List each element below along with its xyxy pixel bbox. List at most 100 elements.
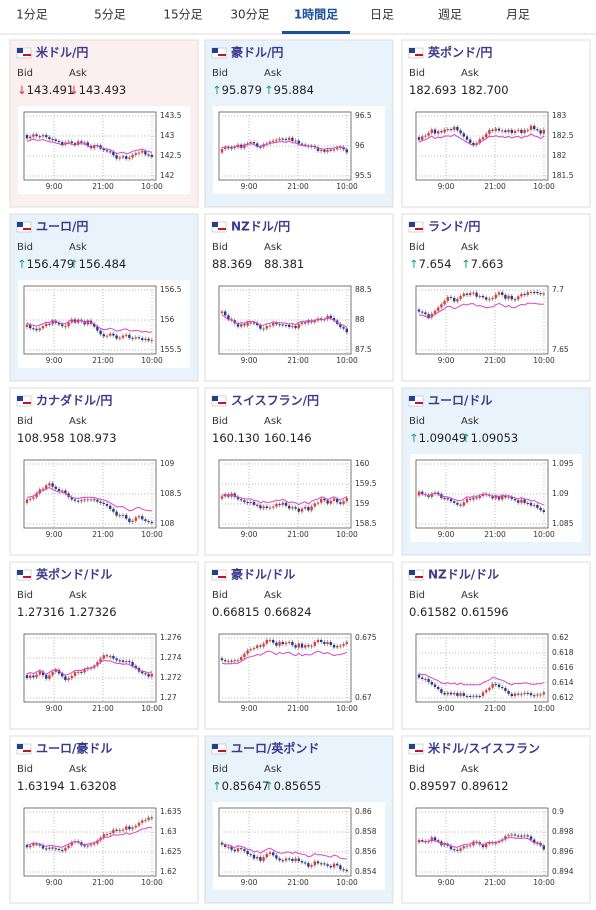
candle bbox=[504, 294, 507, 299]
candle bbox=[310, 506, 313, 511]
tab[interactable]: 週足 bbox=[438, 8, 462, 22]
candle bbox=[320, 498, 323, 503]
tab[interactable]: 5分足 bbox=[94, 8, 126, 22]
candle bbox=[523, 692, 526, 694]
candle bbox=[32, 134, 35, 137]
tab[interactable]: 1分足 bbox=[16, 8, 48, 22]
y-tick-label: 1.62 bbox=[160, 867, 177, 876]
pair-name[interactable]: NZドル/ドル bbox=[428, 568, 499, 582]
candle bbox=[220, 658, 224, 661]
candle bbox=[29, 136, 32, 139]
candle bbox=[510, 834, 513, 836]
bid-value: ↓143.491 bbox=[17, 83, 74, 97]
bid-value: ↑95.879 bbox=[212, 83, 262, 97]
candle bbox=[236, 848, 240, 852]
candle bbox=[38, 136, 41, 138]
candle bbox=[510, 693, 513, 696]
chart-frame bbox=[415, 111, 549, 181]
trend-arrow: ↑ bbox=[409, 257, 419, 271]
y-tick-label: 160 bbox=[355, 459, 370, 468]
candle bbox=[430, 681, 433, 685]
candle bbox=[513, 693, 517, 696]
candle bbox=[150, 154, 153, 157]
candle bbox=[313, 503, 316, 507]
candle bbox=[38, 844, 41, 846]
price: 160.130 bbox=[212, 431, 260, 445]
candle bbox=[529, 836, 533, 840]
candle bbox=[430, 493, 433, 497]
flag-part bbox=[17, 570, 23, 575]
candle bbox=[141, 516, 144, 520]
pair-name[interactable]: ユーロ/英ポンド bbox=[231, 741, 319, 756]
candle bbox=[105, 150, 109, 152]
candle bbox=[57, 488, 61, 492]
tab[interactable]: 15分足 bbox=[163, 8, 202, 22]
candle bbox=[109, 333, 112, 336]
candle bbox=[25, 324, 29, 328]
candle bbox=[526, 835, 529, 837]
price: 108.973 bbox=[69, 431, 117, 445]
candle bbox=[288, 137, 291, 140]
pair-name[interactable]: 英ポンド/円 bbox=[428, 45, 492, 60]
candle bbox=[41, 326, 45, 329]
y-tick-label: 182.5 bbox=[552, 131, 574, 140]
bid-label: Bid bbox=[409, 68, 425, 79]
candle bbox=[520, 129, 523, 133]
bid-value: ↑1.09049 bbox=[409, 431, 466, 445]
candle bbox=[507, 690, 510, 694]
candle bbox=[224, 844, 227, 847]
candle bbox=[57, 140, 61, 143]
candle bbox=[539, 694, 542, 696]
candle bbox=[453, 501, 456, 503]
tab[interactable]: 1時間足 bbox=[294, 7, 338, 22]
pair-name[interactable]: ユーロ/豪ドル bbox=[36, 741, 112, 756]
pair-name[interactable]: ユーロ/円 bbox=[36, 220, 88, 234]
candle bbox=[329, 315, 332, 318]
moving-average bbox=[26, 659, 153, 676]
pair-name[interactable]: NZドル/円 bbox=[231, 220, 290, 234]
candle bbox=[427, 314, 430, 318]
bid-value: 0.89597 bbox=[409, 779, 457, 793]
bid-label: Bid bbox=[17, 764, 33, 775]
candle bbox=[339, 147, 342, 149]
candle bbox=[48, 323, 51, 325]
bid-value: 1.63194 bbox=[17, 779, 65, 793]
pair-name[interactable]: スイスフラン/円 bbox=[231, 394, 319, 408]
trend-arrow: ↑ bbox=[264, 83, 274, 97]
candle bbox=[424, 679, 427, 681]
candle bbox=[227, 660, 230, 662]
candle bbox=[262, 328, 265, 330]
pair-name[interactable]: 豪ドル/ドル bbox=[231, 567, 295, 582]
candle bbox=[105, 335, 109, 337]
chart-frame bbox=[218, 459, 352, 529]
candle bbox=[449, 499, 453, 502]
pair-name[interactable]: 米ドル/スイスフラン bbox=[428, 741, 540, 756]
tab[interactable]: 月足 bbox=[506, 8, 530, 22]
candle bbox=[320, 150, 323, 152]
candle bbox=[224, 311, 227, 316]
candle bbox=[54, 669, 57, 672]
pair-name[interactable]: ランド/円 bbox=[428, 220, 480, 234]
tab[interactable]: 日足 bbox=[370, 8, 394, 22]
x-tick-label: 9:00 bbox=[438, 878, 455, 887]
candle bbox=[294, 645, 297, 648]
candle bbox=[57, 848, 61, 851]
pair-name[interactable]: 豪ドル/円 bbox=[231, 45, 283, 60]
flag-part bbox=[17, 396, 23, 401]
candle bbox=[83, 845, 86, 847]
y-tick-label: 181.5 bbox=[552, 171, 574, 180]
bid-label: Bid bbox=[212, 68, 228, 79]
bid-value: 1.27316 bbox=[17, 605, 65, 619]
pair-name[interactable]: カナダドル/円 bbox=[36, 393, 112, 408]
candle bbox=[77, 500, 80, 502]
candle bbox=[249, 854, 252, 856]
pair-name[interactable]: 英ポンド/ドル bbox=[36, 567, 112, 582]
pair-name[interactable]: ユーロ/ドル bbox=[428, 394, 492, 408]
pair-name[interactable]: 米ドル/円 bbox=[36, 45, 88, 60]
candle bbox=[134, 337, 137, 339]
candle bbox=[70, 675, 73, 679]
candle bbox=[517, 296, 520, 300]
candle bbox=[115, 335, 118, 339]
tab[interactable]: 30分足 bbox=[230, 8, 269, 22]
